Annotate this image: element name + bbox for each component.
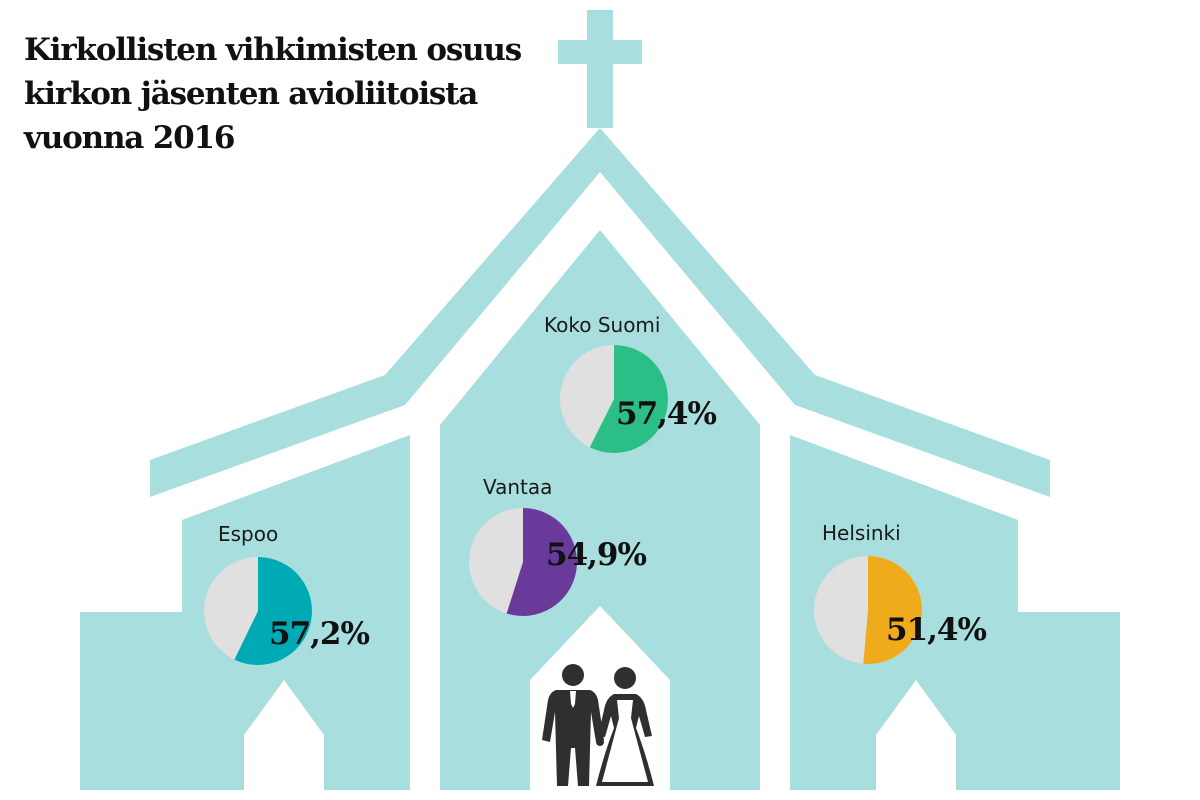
church-right-annex [1000, 612, 1120, 790]
pie-charts: Koko Suomi 57,4% Vantaa 54,9% Espoo 57,2% Hels… [204, 313, 988, 665]
title-line-1: Kirkollisten vihkimisten osuus [24, 32, 522, 68]
pie-percent-label: 57,4% [616, 396, 717, 432]
pie-helsinki: Helsinki 51,4% [814, 521, 988, 664]
pie-value-slice [234, 557, 312, 665]
pie-espoo: Espoo 57,2% [204, 522, 371, 665]
pie-percent-label: 54,9% [546, 537, 647, 573]
cross-icon [558, 10, 642, 128]
right-door [876, 680, 956, 790]
title-line-3: vuonna 2016 [24, 120, 235, 156]
church-nave [440, 230, 760, 790]
pie-name-label: Helsinki [822, 521, 901, 545]
title-line-2: kirkon jäsenten avioliitoista [24, 76, 478, 112]
pie-name-label: Koko Suomi [544, 313, 660, 337]
pie-vantaa: Vantaa 54,9% [469, 475, 648, 617]
pie-value-slice [589, 345, 668, 453]
chart-title: Kirkollisten vihkimisten osuus kirkon jä… [24, 28, 522, 160]
pie-name-label: Espoo [218, 522, 278, 546]
left-door [244, 680, 324, 790]
pie-name-label: Vantaa [483, 475, 552, 499]
pie-koko-suomi: Koko Suomi 57,4% [544, 313, 718, 453]
church-left-annex [80, 612, 200, 790]
pie-percent-label: 51,4% [886, 612, 987, 648]
pie-percent-label: 57,2% [269, 616, 370, 652]
pie-value-slice [506, 508, 578, 617]
pie-value-slice [863, 556, 923, 664]
wedding-couple-icon [542, 664, 654, 786]
church-roof [150, 128, 1050, 497]
